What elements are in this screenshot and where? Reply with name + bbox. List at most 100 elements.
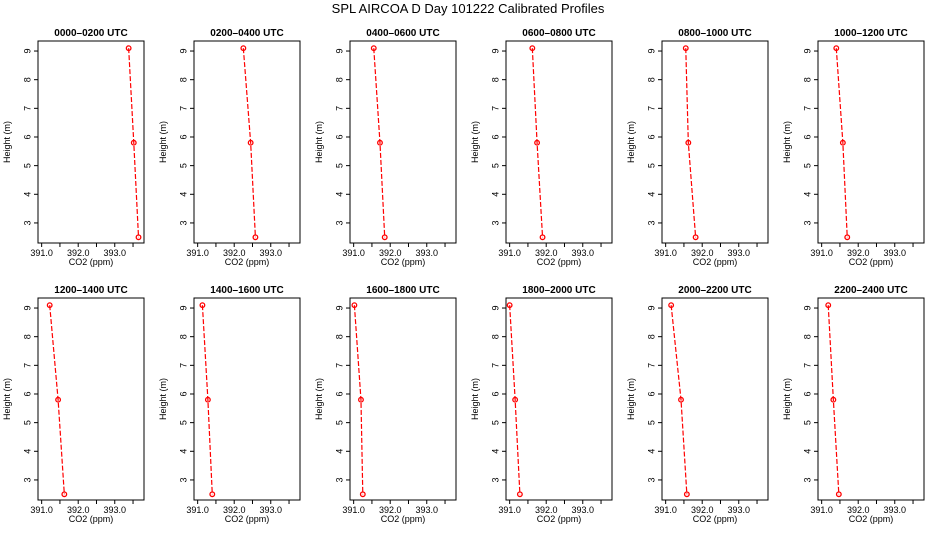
data-point	[835, 491, 842, 498]
data-point	[825, 302, 832, 309]
y-tick-label: 5	[646, 420, 656, 425]
x-tick-label: 391.0	[498, 248, 521, 258]
data-point	[534, 139, 541, 146]
plot-frame	[37, 297, 145, 501]
y-tick-label: 9	[646, 306, 656, 311]
y-axis-label: Height (m)	[782, 378, 792, 420]
panel-title: 0200–0400 UTC	[210, 28, 283, 39]
y-tick-label: 3	[490, 477, 500, 482]
data-point	[125, 45, 132, 52]
data-point	[529, 45, 536, 52]
y-tick-label: 7	[802, 363, 812, 368]
data-point	[833, 45, 840, 52]
y-tick-label: 4	[178, 192, 188, 197]
x-tick-label: 391.0	[30, 505, 53, 515]
y-tick-label: 6	[802, 134, 812, 139]
x-tick-label: 391.0	[186, 505, 209, 515]
x-axis-label: CO2 (ppm)	[225, 514, 270, 524]
data-point	[539, 234, 546, 241]
y-tick-label: 7	[178, 363, 188, 368]
y-tick-label: 5	[22, 420, 32, 425]
x-tick-label: 391.0	[654, 505, 677, 515]
y-tick-label: 7	[490, 106, 500, 111]
x-axis-label: CO2 (ppm)	[693, 257, 738, 267]
data-point	[668, 302, 675, 309]
profile-line	[531, 48, 544, 238]
y-tick-label: 8	[22, 334, 32, 339]
y-tick-label: 9	[178, 49, 188, 54]
x-axis-label: CO2 (ppm)	[693, 514, 738, 524]
y-tick-label: 3	[22, 477, 32, 482]
panel-title: 2000–2200 UTC	[678, 285, 751, 296]
y-tick-label: 5	[178, 420, 188, 425]
data-point	[135, 234, 142, 241]
y-tick-label: 7	[334, 106, 344, 111]
x-axis-label: CO2 (ppm)	[381, 257, 426, 267]
plot-frame	[349, 40, 457, 244]
x-tick-label: 392.0	[691, 248, 714, 258]
y-axis-label: Height (m)	[2, 378, 12, 420]
data-point	[839, 139, 846, 146]
x-axis-label: CO2 (ppm)	[849, 514, 894, 524]
y-tick-label: 8	[22, 77, 32, 82]
profile-line	[827, 305, 840, 495]
x-tick-label: 393.0	[571, 505, 594, 515]
x-tick-label: 393.0	[415, 248, 438, 258]
x-tick-label: 392.0	[223, 505, 246, 515]
y-tick-label: 6	[22, 134, 32, 139]
y-tick-label: 9	[334, 49, 344, 54]
y-axis-label: Height (m)	[314, 121, 324, 163]
y-tick-label: 7	[22, 363, 32, 368]
panel-title: 1600–1800 UTC	[366, 285, 439, 296]
x-tick-label: 393.0	[883, 248, 906, 258]
y-tick-label: 3	[490, 220, 500, 225]
y-tick-label: 9	[334, 306, 344, 311]
y-tick-label: 3	[178, 220, 188, 225]
profile-line	[49, 305, 65, 495]
profile-line	[685, 48, 697, 238]
y-axis-label: Height (m)	[782, 121, 792, 163]
y-tick-label: 6	[646, 391, 656, 396]
x-tick-label: 391.0	[810, 505, 833, 515]
y-tick-label: 8	[802, 334, 812, 339]
y-tick-label: 6	[490, 134, 500, 139]
plot-frame	[661, 297, 769, 501]
profile-line	[670, 305, 688, 495]
y-tick-label: 8	[334, 77, 344, 82]
x-tick-label: 392.0	[535, 505, 558, 515]
y-tick-label: 9	[646, 49, 656, 54]
x-tick-label: 393.0	[727, 505, 750, 515]
y-tick-label: 4	[22, 192, 32, 197]
y-tick-label: 9	[22, 306, 32, 311]
x-axis-label: CO2 (ppm)	[381, 514, 426, 524]
x-tick-label: 392.0	[67, 505, 90, 515]
x-tick-label: 392.0	[535, 248, 558, 258]
y-axis-label: Height (m)	[626, 378, 636, 420]
data-point	[516, 491, 523, 498]
profile-line	[201, 305, 213, 495]
y-tick-label: 9	[178, 306, 188, 311]
plot-frame	[505, 297, 613, 501]
y-tick-label: 3	[178, 477, 188, 482]
y-tick-label: 4	[490, 449, 500, 454]
y-tick-label: 6	[178, 391, 188, 396]
profile-line	[373, 48, 386, 238]
x-axis-label: CO2 (ppm)	[69, 257, 114, 267]
y-tick-label: 5	[22, 163, 32, 168]
data-point	[844, 234, 851, 241]
y-axis-label: Height (m)	[158, 121, 168, 163]
y-tick-label: 4	[802, 449, 812, 454]
y-tick-label: 8	[646, 334, 656, 339]
y-tick-label: 9	[490, 49, 500, 54]
y-tick-label: 6	[490, 391, 500, 396]
x-tick-label: 392.0	[691, 505, 714, 515]
profile-line	[509, 305, 521, 495]
x-tick-label: 391.0	[342, 505, 365, 515]
x-tick-label: 391.0	[654, 248, 677, 258]
